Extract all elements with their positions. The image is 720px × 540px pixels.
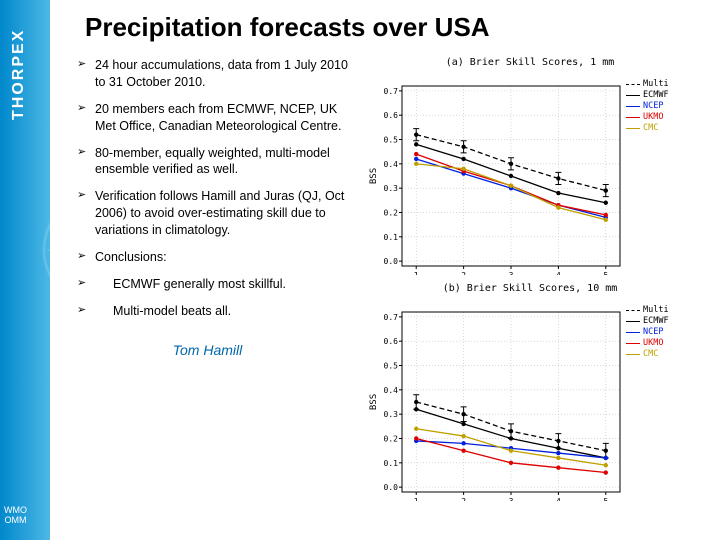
svg-text:BSS: BSS xyxy=(369,168,379,184)
legend-item: CMC xyxy=(626,123,669,134)
legend-item: UKMO xyxy=(626,338,669,349)
page-title: Precipitation forecasts over USA xyxy=(55,0,720,57)
svg-text:2: 2 xyxy=(461,497,466,501)
legend-mark xyxy=(626,310,640,311)
svg-text:0.4: 0.4 xyxy=(384,160,399,169)
legend-item: CMC xyxy=(626,349,669,360)
legend-label: NCEP xyxy=(643,327,663,338)
legend-label: NCEP xyxy=(643,101,663,112)
svg-text:0.3: 0.3 xyxy=(384,410,399,419)
svg-text:3: 3 xyxy=(509,271,514,275)
svg-text:0.2: 0.2 xyxy=(384,208,399,217)
svg-text:0.5: 0.5 xyxy=(384,362,399,371)
legend-mark xyxy=(626,332,640,334)
sub-bullet-item: ECMWF generally most skillful. xyxy=(77,276,360,293)
legend-label: CMC xyxy=(643,123,658,134)
legend-mark xyxy=(626,106,640,108)
svg-text:0.0: 0.0 xyxy=(384,483,399,492)
svg-text:0.4: 0.4 xyxy=(384,386,399,395)
svg-text:0.7: 0.7 xyxy=(384,87,399,96)
brand-text: THORPEX xyxy=(10,29,28,120)
chart-title: (a) Brier Skill Scores, 1 mm xyxy=(360,57,700,68)
chart-b: (b) Brier Skill Scores, 10 mm 0.0 0.1 0.2 0.… xyxy=(360,283,700,501)
svg-text:0.7: 0.7 xyxy=(384,313,399,322)
svg-text:0.6: 0.6 xyxy=(384,337,399,346)
legend-mark xyxy=(626,343,640,345)
chart-legend: MultiECMWFNCEPUKMOCMC xyxy=(626,305,669,360)
author-credit: Tom Hamill xyxy=(55,342,360,358)
svg-text:2: 2 xyxy=(461,271,466,275)
legend-mark xyxy=(626,117,640,119)
main-content: Precipitation forecasts over USA 24 hour… xyxy=(55,0,720,540)
svg-text:4: 4 xyxy=(556,271,561,275)
svg-text:0.1: 0.1 xyxy=(384,233,399,242)
bullet-item: 24 hour accumulations, data from 1 July … xyxy=(77,57,360,91)
chart-a: (a) Brier Skill Scores, 1 mm 0.0 0.1 0.2 0.3… xyxy=(360,57,700,275)
legend-mark xyxy=(626,128,640,130)
svg-text:5: 5 xyxy=(603,271,608,275)
svg-text:4: 4 xyxy=(556,497,561,501)
bullet-item: 20 members each from ECMWF, NCEP, UK Met… xyxy=(77,101,360,135)
bullets-column: 24 hour accumulations, data from 1 July … xyxy=(55,57,360,501)
bullet-item: 80-member, equally weighted, multi-model… xyxy=(77,145,360,179)
svg-text:0.3: 0.3 xyxy=(384,184,399,193)
legend-item: Multi xyxy=(626,305,669,316)
legend-item: ECMWF xyxy=(626,90,669,101)
legend-item: NCEP xyxy=(626,327,669,338)
legend-mark xyxy=(626,84,640,85)
sidebar-brand-strip: THORPEX WMO OMM xyxy=(0,0,50,540)
svg-text:0.5: 0.5 xyxy=(384,136,399,145)
bullet-list: 24 hour accumulations, data from 1 July … xyxy=(55,57,360,320)
bullet-item: Verification follows Hamill and Juras (Q… xyxy=(77,188,360,239)
legend-label: ECMWF xyxy=(643,90,669,101)
chart-title: (b) Brier Skill Scores, 10 mm xyxy=(360,283,700,294)
svg-text:5: 5 xyxy=(603,497,608,501)
legend-label: Multi xyxy=(643,79,669,90)
svg-text:BSS: BSS xyxy=(369,394,379,410)
sub-bullet-item: Multi-model beats all. xyxy=(77,303,360,320)
org-logo-text: WMO OMM xyxy=(4,506,27,526)
legend-label: UKMO xyxy=(643,338,663,349)
svg-text:3: 3 xyxy=(509,497,514,501)
legend-label: CMC xyxy=(643,349,658,360)
content-row: 24 hour accumulations, data from 1 July … xyxy=(55,57,720,501)
svg-text:0.0: 0.0 xyxy=(384,257,399,266)
svg-text:1: 1 xyxy=(414,497,419,501)
org2: OMM xyxy=(4,516,27,526)
legend-item: ECMWF xyxy=(626,316,669,327)
legend-mark xyxy=(626,95,640,97)
svg-text:1: 1 xyxy=(414,271,419,275)
svg-text:0.1: 0.1 xyxy=(384,459,399,468)
legend-item: Multi xyxy=(626,79,669,90)
legend-mark xyxy=(626,321,640,323)
svg-text:0.6: 0.6 xyxy=(384,111,399,120)
legend-item: NCEP xyxy=(626,101,669,112)
legend-mark xyxy=(626,354,640,356)
charts-column: (a) Brier Skill Scores, 1 mm 0.0 0.1 0.2 0.3… xyxy=(360,57,705,501)
legend-label: ECMWF xyxy=(643,316,669,327)
chart-legend: MultiECMWFNCEPUKMOCMC xyxy=(626,79,669,134)
bullet-item: Conclusions: xyxy=(77,249,360,266)
svg-text:0.2: 0.2 xyxy=(384,434,399,443)
legend-label: UKMO xyxy=(643,112,663,123)
legend-label: Multi xyxy=(643,305,669,316)
legend-item: UKMO xyxy=(626,112,669,123)
